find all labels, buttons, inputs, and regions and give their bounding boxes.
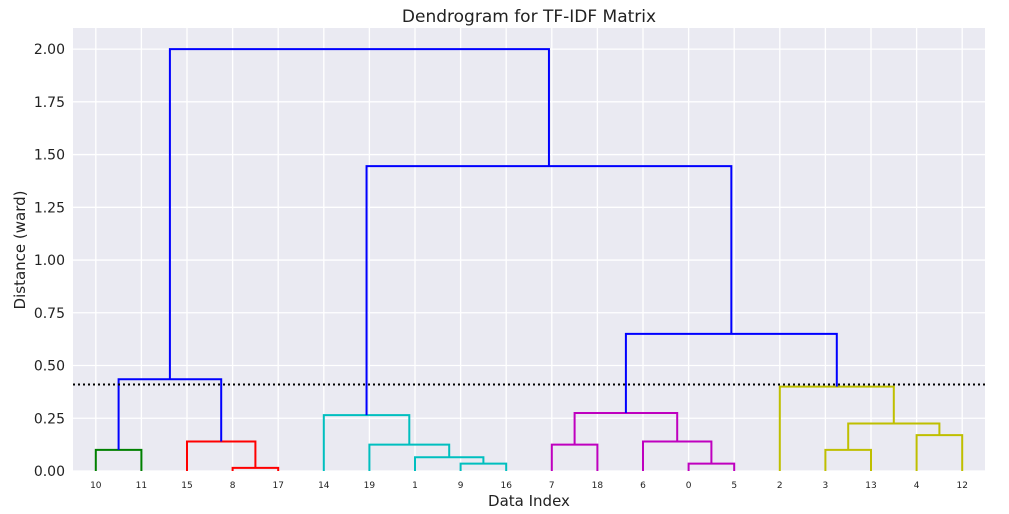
y-tick-label: 1.50 [34, 148, 65, 164]
grid-lines [73, 28, 985, 472]
y-tick-label: 0.75 [34, 306, 65, 322]
dendrogram-link [459, 462, 508, 471]
y-tick-label: 1.25 [34, 200, 65, 216]
y-tick-label: 1.75 [34, 95, 65, 111]
dendrogram-link [168, 48, 550, 380]
dendrogram-link [186, 440, 257, 471]
dendrogram-link [642, 440, 713, 471]
x-axis-ticks: 10 11 15 8 17 14 19 1 9 16 7 18 6 0 5 2 3 13 4 12 [90, 481, 968, 491]
y-axis-label: Distance (ward) [11, 191, 29, 310]
x-tick-label: 19 [364, 481, 376, 491]
x-tick-label: 1 [412, 481, 418, 491]
chart-title: Dendrogram for TF-IDF Matrix [402, 7, 656, 27]
x-tick-label: 7 [549, 481, 555, 491]
y-tick-label: 2.00 [34, 42, 65, 58]
x-tick-label: 10 [90, 481, 102, 491]
dendrogram-link [687, 462, 736, 471]
x-tick-label: 6 [640, 481, 646, 491]
dendrogram-link [117, 378, 223, 450]
x-tick-label: 15 [181, 481, 192, 491]
x-tick-label: 0 [686, 481, 692, 491]
y-axis-ticks: 0.00 0.25 0.50 0.75 1.00 1.25 1.50 1.75 2.00 [34, 42, 65, 480]
x-tick-label: 4 [914, 481, 920, 491]
dendrogram-link [624, 332, 838, 413]
dendrogram-link [365, 165, 733, 416]
x-tick-label: 14 [318, 481, 330, 491]
y-tick-label: 0.25 [34, 411, 65, 427]
dendrogram-link [368, 443, 451, 471]
x-axis-label: Data Index [488, 492, 570, 510]
x-tick-label: 2 [777, 481, 783, 491]
y-tick-label: 0.00 [34, 464, 65, 480]
dendrogram-link [322, 414, 411, 471]
y-tick-label: 1.00 [34, 253, 65, 269]
x-tick-label: 3 [823, 481, 829, 491]
x-tick-label: 8 [230, 481, 236, 491]
x-tick-label: 16 [500, 481, 512, 491]
dendrogram-link [94, 448, 143, 471]
x-tick-label: 18 [592, 481, 604, 491]
dendrogram-link [231, 466, 280, 471]
y-tick-label: 0.50 [34, 359, 65, 375]
dendrogram-link [824, 448, 872, 471]
dendrogram-link [550, 443, 599, 471]
x-tick-label: 11 [136, 481, 147, 491]
x-tick-label: 13 [865, 481, 876, 491]
x-tick-label: 12 [956, 481, 967, 491]
dendrogram-links [94, 48, 964, 471]
x-tick-label: 5 [731, 481, 737, 491]
plot-area [73, 28, 985, 471]
dendrogram-link [847, 422, 941, 450]
x-tick-label: 17 [272, 481, 283, 491]
x-tick-label: 9 [458, 481, 464, 491]
